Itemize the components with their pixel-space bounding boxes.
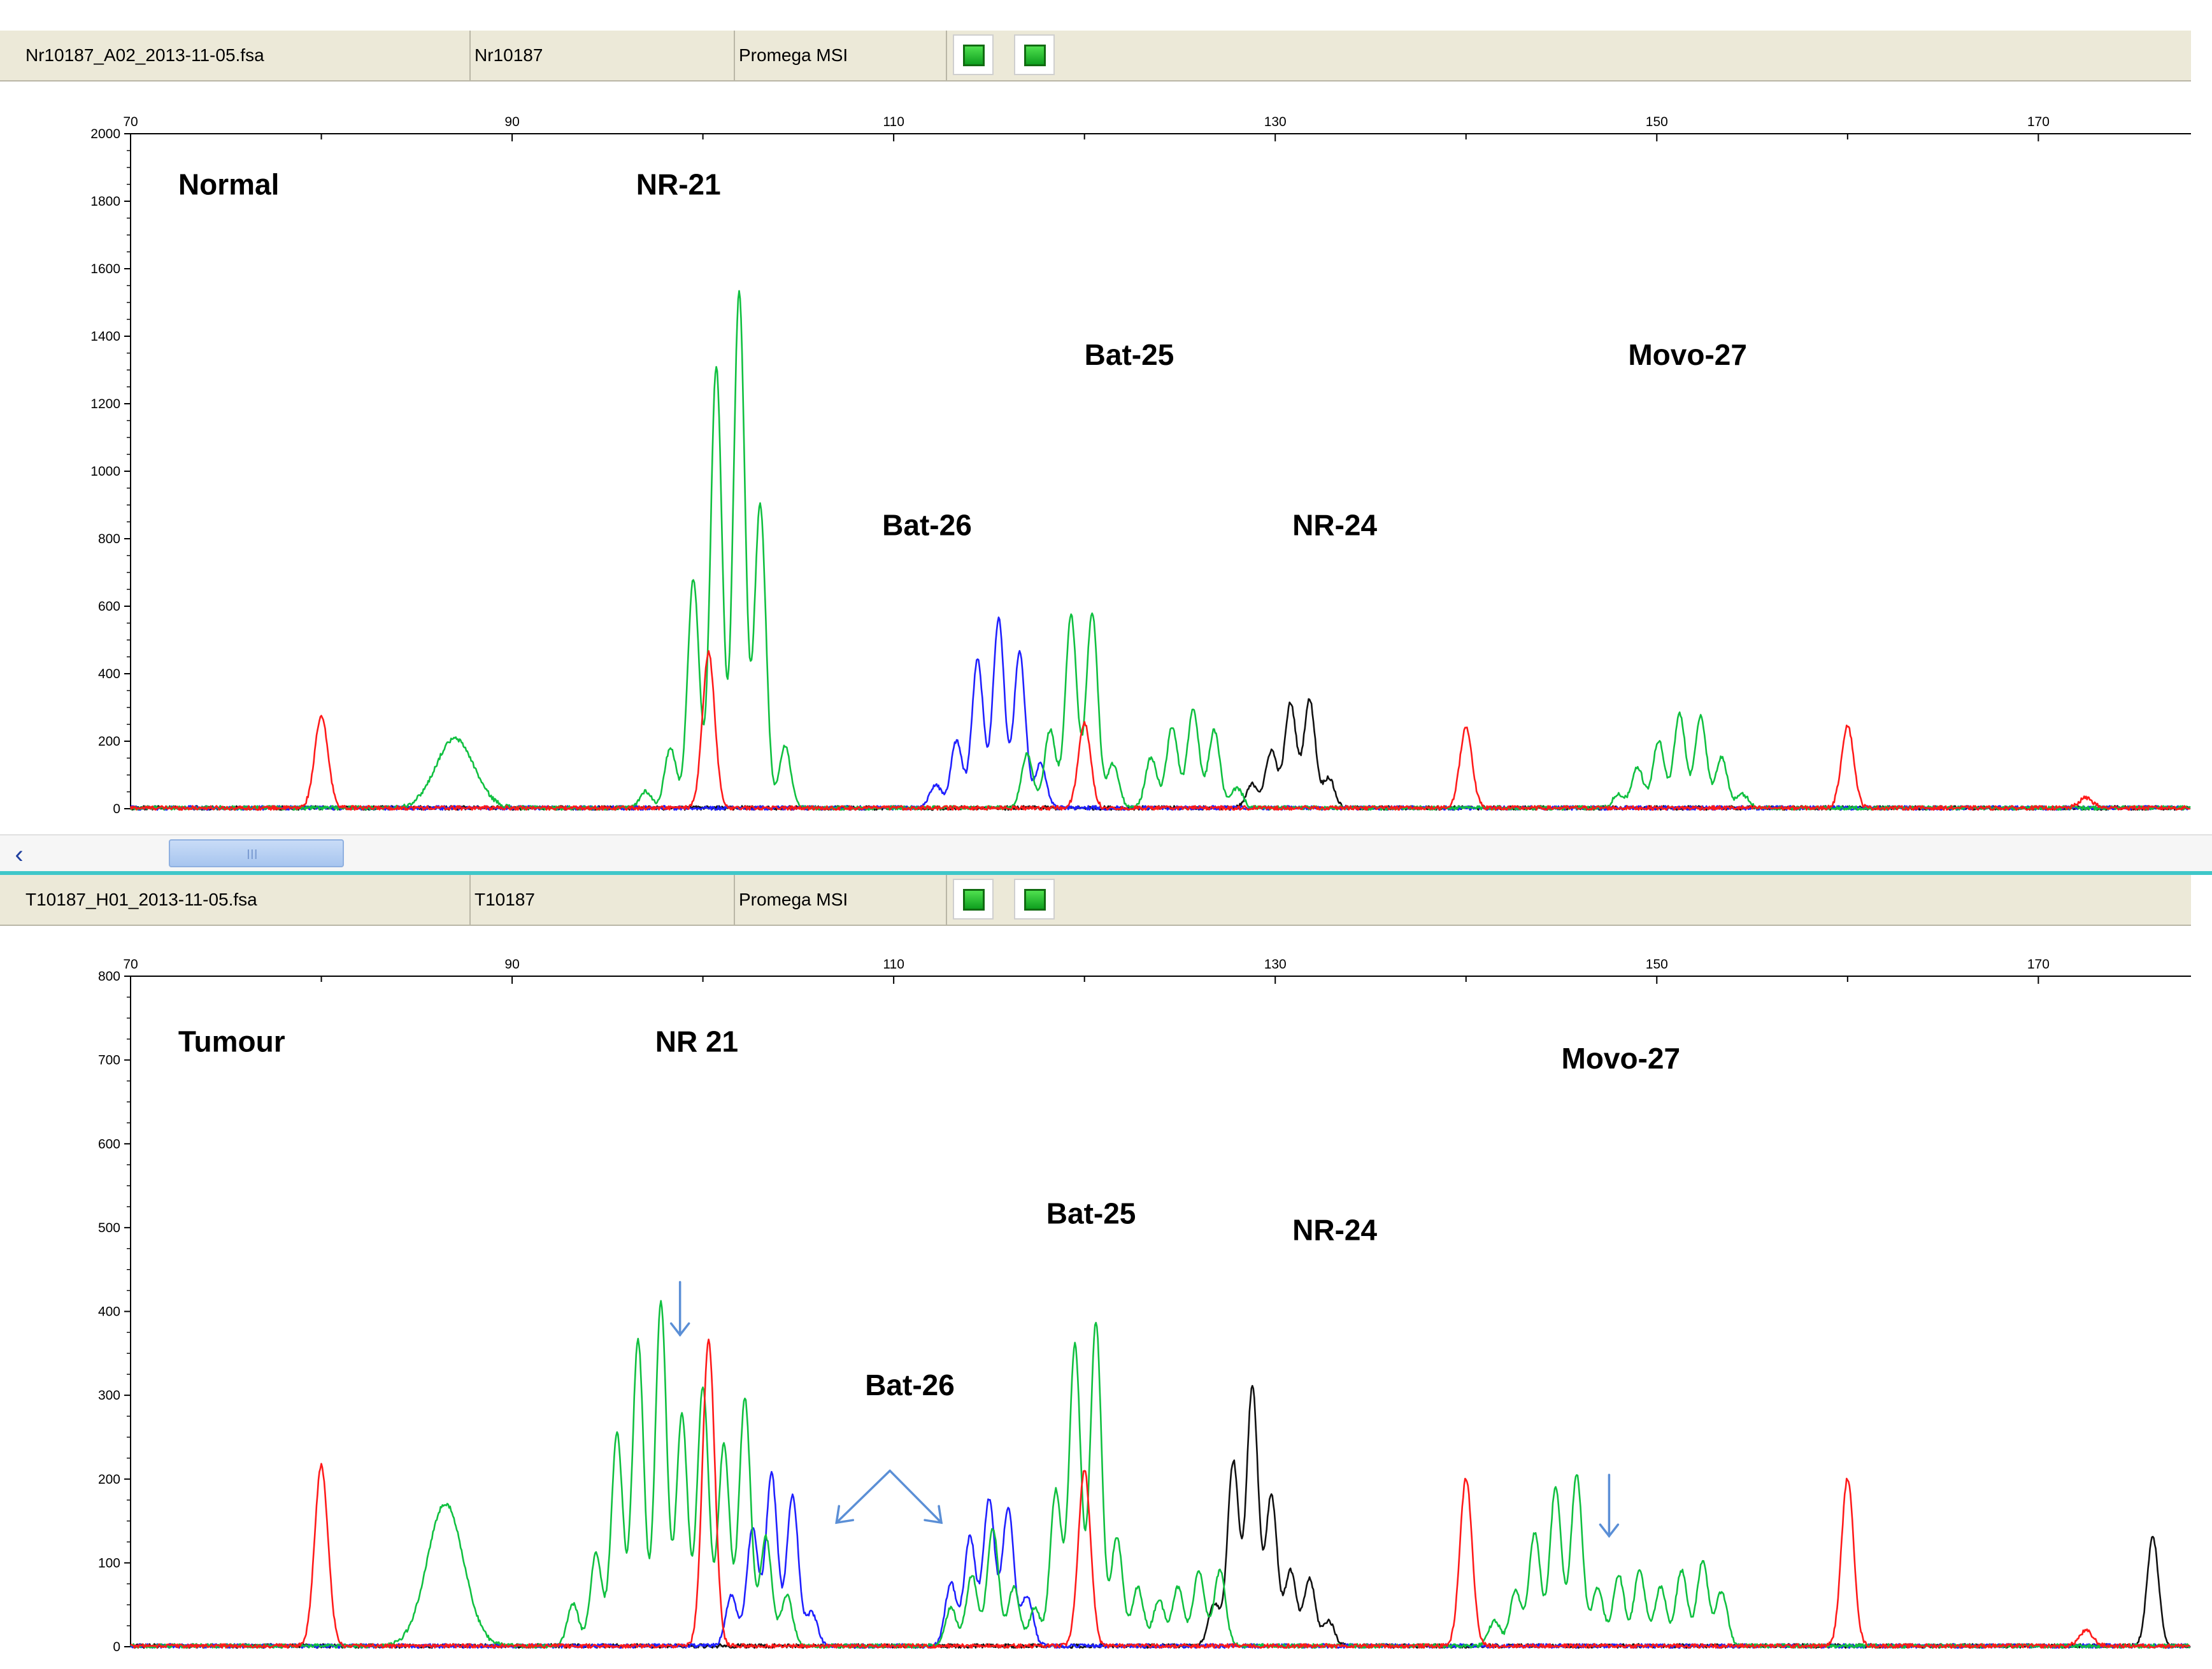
dye-trace bbox=[129, 1471, 2191, 1649]
green-square-icon bbox=[963, 45, 985, 66]
scrollbar-thumb[interactable]: III bbox=[169, 839, 344, 867]
y-tick-label: 1400 bbox=[90, 329, 120, 344]
y-tick-label: 600 bbox=[98, 599, 120, 614]
filename-cell: Nr10187_A02_2013-11-05.fsa bbox=[22, 31, 471, 80]
x-tick-label: 150 bbox=[1646, 115, 1668, 129]
trace-header-tumour: T10187_H01_2013-11-05.fsa T10187 Promega… bbox=[0, 875, 2191, 926]
y-tick-label: 0 bbox=[113, 802, 120, 816]
marker-label: Bat-26 bbox=[882, 509, 972, 542]
panel-divider bbox=[0, 871, 2212, 875]
scroll-left-arrow-icon[interactable]: ‹ bbox=[15, 841, 24, 869]
y-tick-label: 0 bbox=[113, 1640, 120, 1654]
down-arrow-icon bbox=[1599, 1474, 1620, 1538]
x-tick-label: 90 bbox=[504, 115, 519, 129]
dye-trace bbox=[129, 616, 2190, 811]
marker-label: NR 21 bbox=[655, 1025, 738, 1058]
green-square-icon bbox=[1024, 889, 1046, 911]
electropherogram-normal: 70 90 110 130 150 170 0 200 400 600 800 1000 1200 140… bbox=[90, 115, 2191, 816]
dye-trace bbox=[129, 290, 2191, 811]
dye-toggle-button[interactable] bbox=[953, 34, 994, 75]
y-tick-label: 400 bbox=[98, 1305, 120, 1319]
x-tick-label: 110 bbox=[883, 115, 904, 129]
marker-label: Movo-27 bbox=[1562, 1042, 1681, 1075]
y-tick-label: 200 bbox=[98, 1472, 120, 1487]
green-square-icon bbox=[963, 889, 985, 911]
marker-label: Tumour bbox=[178, 1025, 285, 1058]
dye-trace bbox=[130, 1339, 2190, 1649]
marker-label: NR-24 bbox=[1292, 1214, 1377, 1247]
scrollbar-grip: III bbox=[246, 847, 258, 862]
sample-cell: T10187 bbox=[471, 875, 735, 925]
x-tick-label: 110 bbox=[883, 957, 904, 972]
y-tick-label: 400 bbox=[98, 667, 120, 681]
x-tick-label: 150 bbox=[1646, 957, 1668, 972]
marker-label: Movo-27 bbox=[1628, 338, 1747, 371]
panel-name-cell: Promega MSI bbox=[735, 875, 947, 925]
green-square-icon bbox=[1024, 45, 1046, 66]
marker-label: Normal bbox=[178, 167, 279, 201]
marker-label: Bat-25 bbox=[1085, 338, 1174, 371]
y-tick-label: 800 bbox=[98, 532, 120, 546]
y-tick-label: 200 bbox=[98, 734, 120, 749]
trace-header-normal: Nr10187_A02_2013-11-05.fsa Nr10187 Prome… bbox=[0, 31, 2191, 82]
y-tick-label: 1200 bbox=[90, 397, 120, 411]
x-tick-label: 170 bbox=[2027, 115, 2050, 129]
dye-trace bbox=[129, 650, 2190, 811]
x-tick-label: 170 bbox=[2027, 957, 2050, 972]
chevron-arrow-icon bbox=[835, 1469, 943, 1524]
marker-label: Bat-25 bbox=[1046, 1197, 1136, 1230]
y-tick-label: 800 bbox=[98, 969, 120, 984]
y-tick-label: 1600 bbox=[90, 262, 120, 276]
y-tick-label: 1800 bbox=[90, 194, 120, 209]
y-tick-label: 100 bbox=[98, 1556, 120, 1570]
dye-toggle-button[interactable] bbox=[1014, 34, 1055, 75]
y-tick-label: 300 bbox=[98, 1388, 120, 1403]
y-tick-label: 2000 bbox=[90, 127, 120, 141]
x-tick-label: 90 bbox=[504, 957, 519, 972]
y-tick-label: 700 bbox=[98, 1053, 120, 1068]
dye-trace bbox=[129, 1384, 2191, 1649]
dye-trace bbox=[129, 698, 2191, 811]
x-tick-label: 130 bbox=[1264, 957, 1287, 972]
dye-toggle-button[interactable] bbox=[953, 879, 994, 920]
dye-toggle-button[interactable] bbox=[1014, 879, 1055, 920]
filename-cell: T10187_H01_2013-11-05.fsa bbox=[22, 875, 471, 925]
x-tick-label: 130 bbox=[1264, 115, 1287, 129]
x-tick-label: 70 bbox=[123, 957, 138, 972]
marker-label: NR-21 bbox=[636, 167, 721, 201]
horizontal-scrollbar[interactable]: ‹ III bbox=[0, 834, 2212, 872]
marker-label: NR-24 bbox=[1292, 509, 1377, 542]
y-tick-label: 500 bbox=[98, 1221, 120, 1235]
marker-label: Bat-26 bbox=[865, 1368, 955, 1402]
x-tick-label: 70 bbox=[123, 115, 138, 129]
panel-name-cell: Promega MSI bbox=[735, 31, 947, 80]
electropherogram-tumour: 70 90 110 130 150 170 0 100 200 300 400 500 600 700 80… bbox=[98, 957, 2191, 1654]
y-tick-label: 1000 bbox=[90, 464, 120, 479]
dye-trace bbox=[130, 1300, 2190, 1649]
down-arrow-icon bbox=[669, 1281, 690, 1337]
sample-cell: Nr10187 bbox=[471, 31, 735, 80]
y-tick-label: 600 bbox=[98, 1137, 120, 1151]
